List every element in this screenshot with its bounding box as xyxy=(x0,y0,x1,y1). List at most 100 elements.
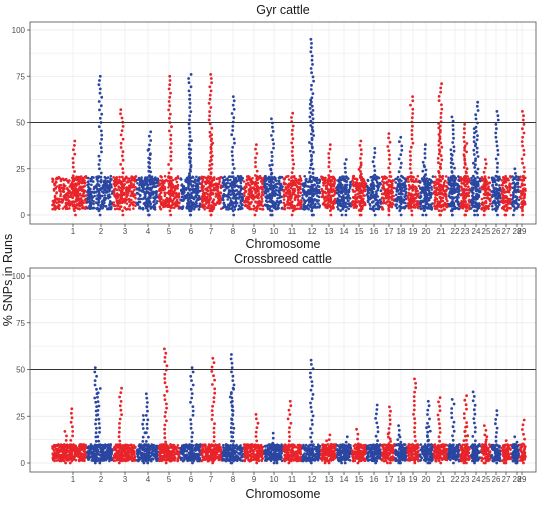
snp-point xyxy=(103,179,107,182)
snp-point xyxy=(197,208,201,211)
snp-point xyxy=(231,162,235,166)
snp-point xyxy=(292,192,296,196)
snp-point xyxy=(414,177,418,181)
snp-point xyxy=(116,194,120,198)
snp-point xyxy=(107,190,111,193)
snp-point xyxy=(127,186,131,190)
snp-point xyxy=(99,171,103,175)
snp-point xyxy=(190,191,194,195)
snp-point xyxy=(130,184,133,188)
snp-point xyxy=(463,131,466,135)
snp-point xyxy=(408,167,412,170)
snp-point xyxy=(500,179,504,182)
snp-point xyxy=(143,177,147,181)
snp-point xyxy=(453,191,457,194)
snp-point xyxy=(441,186,445,189)
snp-point xyxy=(472,183,476,187)
snp-point xyxy=(278,183,281,186)
snp-point xyxy=(462,127,466,131)
snp-point xyxy=(100,112,104,116)
snp-point xyxy=(211,205,215,208)
snp-point xyxy=(439,116,443,119)
snp-point xyxy=(513,185,517,189)
snp-point xyxy=(496,192,500,195)
snp-point xyxy=(119,112,122,116)
snp-point xyxy=(189,169,192,173)
snp-point xyxy=(437,152,441,156)
x-tick-label: 18 xyxy=(397,227,406,236)
snp-point xyxy=(217,192,221,196)
snp-point xyxy=(94,185,97,188)
snp-point xyxy=(485,205,488,208)
snp-point xyxy=(93,206,96,210)
snp-point xyxy=(428,178,431,181)
snp-point xyxy=(167,87,171,91)
snp-point xyxy=(148,174,152,178)
snp-point xyxy=(478,179,481,183)
snp-point xyxy=(329,196,333,199)
snp-point xyxy=(189,213,192,217)
snp-point xyxy=(306,207,310,210)
snp-point xyxy=(127,197,131,201)
snp-point xyxy=(115,207,119,210)
snp-point xyxy=(223,179,226,182)
snp-point xyxy=(187,176,191,180)
snp-point xyxy=(522,174,525,178)
snp-point xyxy=(441,175,445,178)
snp-point xyxy=(80,202,84,206)
snp-point xyxy=(104,204,108,208)
snp-point xyxy=(106,176,110,179)
snp-point xyxy=(308,141,311,144)
snp-point xyxy=(119,179,122,183)
snp-point xyxy=(119,146,123,149)
snp-point xyxy=(256,196,259,199)
snp-point xyxy=(416,189,419,193)
snp-point xyxy=(187,77,191,80)
snp-point xyxy=(204,181,207,184)
snp-point xyxy=(200,177,203,180)
snp-point xyxy=(54,187,57,190)
snp-point xyxy=(268,209,272,212)
snp-point xyxy=(69,183,73,186)
snp-point xyxy=(521,135,524,139)
snp-point xyxy=(344,192,347,196)
snp-point xyxy=(282,201,286,205)
snp-point xyxy=(404,193,407,196)
snp-point xyxy=(475,150,479,154)
snp-point xyxy=(231,124,235,128)
snp-point xyxy=(388,140,392,144)
snp-point xyxy=(215,182,219,186)
snp-point xyxy=(298,194,301,198)
snp-point xyxy=(322,184,325,187)
snp-point xyxy=(296,191,300,195)
snp-point xyxy=(465,142,469,145)
snp-point xyxy=(512,213,515,217)
snp-point xyxy=(125,186,129,189)
snp-point xyxy=(103,175,107,179)
snp-point xyxy=(229,178,232,182)
snp-point xyxy=(329,187,333,191)
snp-point xyxy=(329,213,333,217)
snp-point xyxy=(59,178,63,182)
snp-point xyxy=(406,176,409,179)
snp-point xyxy=(190,185,194,188)
snp-point xyxy=(305,199,308,203)
snp-point xyxy=(308,149,312,153)
snp-point xyxy=(371,191,375,195)
snp-point xyxy=(324,179,328,182)
snp-point xyxy=(310,209,313,213)
snp-point xyxy=(51,180,54,183)
snp-point xyxy=(230,184,234,187)
snp-point xyxy=(208,93,212,97)
snp-point xyxy=(115,197,118,200)
snp-point xyxy=(169,167,173,171)
snp-point xyxy=(97,163,101,166)
snp-point xyxy=(233,141,236,145)
snp-point xyxy=(292,206,296,209)
snp-point xyxy=(387,136,390,140)
snp-point xyxy=(101,190,104,193)
snp-point xyxy=(290,205,293,208)
snp-point xyxy=(357,168,361,171)
snp-point xyxy=(244,182,248,186)
snp-point xyxy=(399,213,403,217)
